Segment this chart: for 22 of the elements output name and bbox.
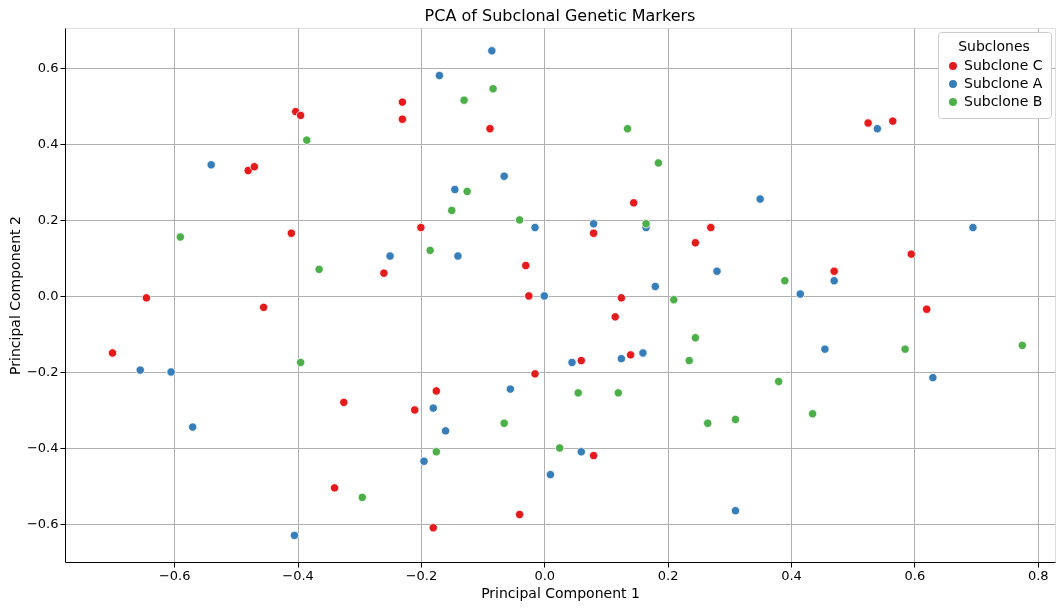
legend-label: Subclone A bbox=[964, 75, 1043, 91]
x-tick-label: 0.4 bbox=[781, 567, 802, 583]
x-tick-label: 0.2 bbox=[657, 567, 679, 583]
chart-title: PCA of Subclonal Genetic Markers bbox=[424, 6, 696, 25]
x-tick-label: 0.6 bbox=[904, 567, 926, 583]
x-axis-title: Principal Component 1 bbox=[481, 584, 640, 601]
y-tick-label: 0.6 bbox=[37, 60, 59, 76]
y-tick-label: 0.0 bbox=[37, 288, 59, 304]
y-tick-label: −0.6 bbox=[26, 516, 59, 532]
y-axis-title: Principal Component 2 bbox=[6, 216, 23, 375]
y-tick-label: 0.4 bbox=[37, 136, 59, 152]
legend-title: Subclones bbox=[958, 38, 1030, 54]
y-tick-label: −0.2 bbox=[26, 364, 59, 380]
x-tick-label: −0.4 bbox=[282, 567, 314, 583]
x-tick-label: −0.6 bbox=[158, 567, 191, 583]
legend-label: Subclone B bbox=[964, 93, 1043, 109]
x-tick-label: 0.0 bbox=[534, 567, 556, 583]
x-tick-label: −0.2 bbox=[405, 567, 438, 583]
y-tick-label: 0.2 bbox=[37, 212, 59, 228]
x-tick-label: 0.8 bbox=[1027, 567, 1049, 583]
legend-label: Subclone C bbox=[964, 57, 1043, 73]
y-tick-label: −0.4 bbox=[26, 440, 59, 456]
